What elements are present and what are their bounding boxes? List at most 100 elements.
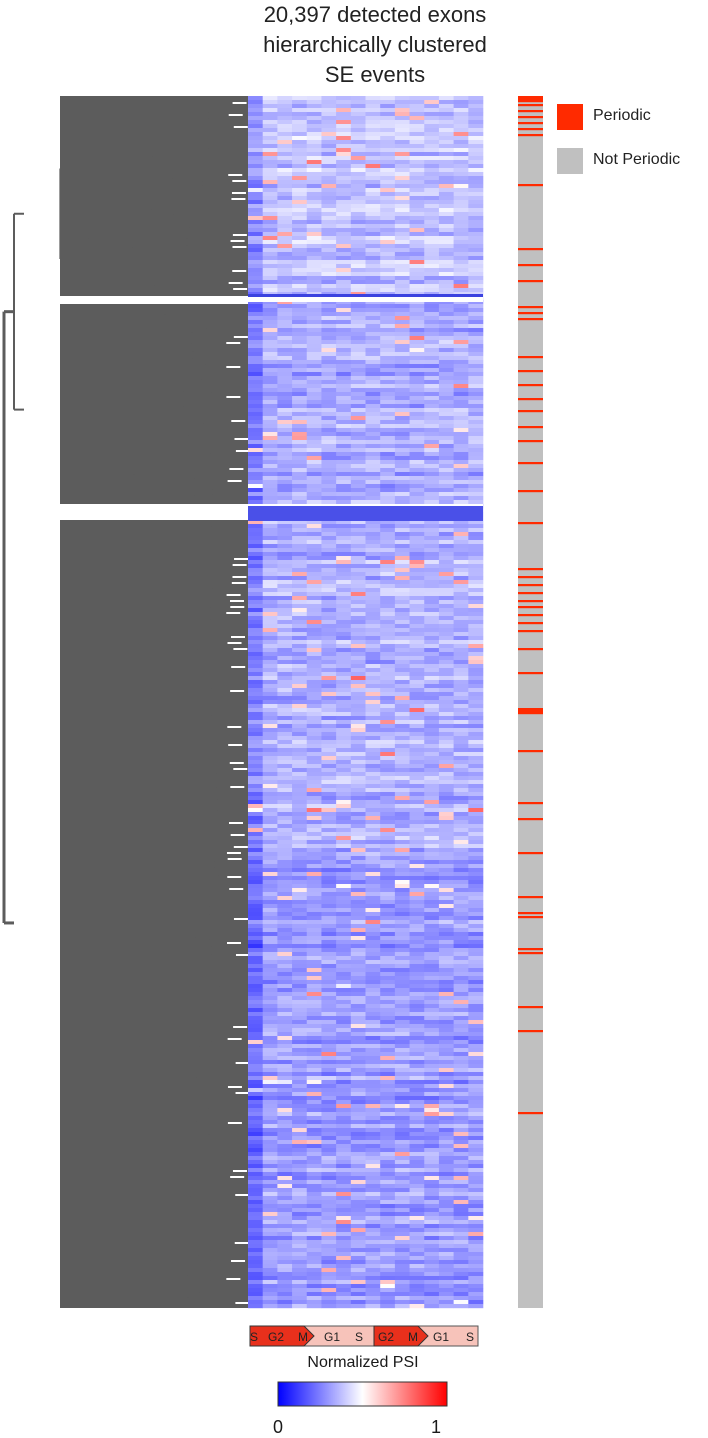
heatmap-cell — [409, 1044, 425, 1049]
heatmap-cell — [350, 524, 366, 529]
heatmap-cell — [468, 216, 484, 221]
heatmap-cell — [306, 588, 322, 593]
heatmap-cell — [248, 1144, 263, 1149]
heatmap-cell — [292, 1116, 308, 1121]
heatmap-cell — [424, 156, 440, 161]
heatmap-cell — [336, 728, 352, 733]
heatmap-cell — [277, 1000, 293, 1005]
heatmap-cell — [453, 736, 469, 741]
heatmap-cell — [438, 312, 454, 317]
heatmap-cell — [336, 220, 352, 225]
heatmap-cell — [394, 904, 410, 909]
heatmap-cell — [262, 784, 278, 789]
heatmap-cell — [336, 372, 352, 377]
heatmap-cell — [321, 464, 337, 469]
heatmap-cell — [468, 560, 484, 565]
heatmap-cell — [394, 808, 410, 813]
heatmap-cell — [438, 484, 454, 489]
heatmap-cell — [262, 324, 278, 329]
heatmap-cell — [380, 204, 396, 209]
heatmap-cell — [409, 100, 425, 105]
heatmap-cell — [306, 1092, 322, 1097]
heatmap-cell — [409, 652, 425, 657]
heatmap-cell — [350, 768, 366, 773]
heatmap-cell — [262, 328, 278, 333]
heatmap-cell — [321, 204, 337, 209]
heatmap-cell — [262, 104, 278, 109]
heatmap-cell — [248, 1220, 263, 1225]
heatmap-cell — [292, 912, 308, 917]
heatmap-cell — [350, 300, 366, 305]
heatmap-cell — [438, 140, 454, 145]
heatmap-cell — [453, 824, 469, 829]
heatmap-cell — [248, 640, 263, 645]
heatmap-cell — [380, 964, 396, 969]
heatmap-cell — [248, 656, 263, 661]
heatmap-cell — [394, 316, 410, 321]
heatmap-cell — [453, 556, 469, 561]
heatmap-cell — [453, 220, 469, 225]
heatmap-cell — [468, 1000, 484, 1005]
heatmap-cell — [292, 224, 308, 229]
heatmap-cell — [380, 824, 396, 829]
heatmap-cell — [438, 1060, 454, 1065]
heatmap-cell — [277, 840, 293, 845]
heatmap-cell — [453, 172, 469, 177]
heatmap-cell — [453, 920, 469, 925]
heatmap-cell — [277, 212, 293, 217]
heatmap-cell — [262, 1184, 278, 1189]
heatmap-cell — [365, 976, 381, 981]
heatmap-cell — [424, 300, 440, 305]
heatmap-cell — [336, 1120, 352, 1125]
heatmap-cell — [306, 756, 322, 761]
heatmap-cell — [262, 548, 278, 553]
heatmap-cell — [277, 128, 293, 133]
dendrogram-leaf-gap — [232, 102, 247, 104]
heatmap-cell — [409, 596, 425, 601]
heatmap-cell — [292, 192, 308, 197]
heatmap-cell — [365, 108, 381, 113]
heatmap-cell — [277, 620, 293, 625]
heatmap-cell — [468, 760, 484, 765]
heatmap-cell — [350, 1164, 366, 1169]
heatmap-cell — [424, 940, 440, 945]
heatmap-cell — [438, 168, 454, 173]
heatmap-cell — [306, 836, 322, 841]
heatmap-cell — [336, 244, 352, 249]
heatmap-cell — [306, 336, 322, 341]
heatmap-cell — [336, 624, 352, 629]
heatmap-cell — [394, 1060, 410, 1065]
heatmap-cell — [248, 812, 263, 817]
heatmap-cell — [424, 912, 440, 917]
heatmap-cell — [409, 252, 425, 257]
heatmap-cell — [394, 192, 410, 197]
heatmap-cell — [468, 424, 484, 429]
heatmap-cell — [453, 520, 469, 525]
heatmap-cell — [292, 264, 308, 269]
heatmap-cell — [350, 1112, 366, 1117]
heatmap-cell — [277, 304, 293, 309]
heatmap-cell — [306, 528, 322, 533]
heatmap-cell — [277, 1100, 293, 1105]
heatmap-cell — [468, 800, 484, 805]
heatmap-cell — [409, 668, 425, 673]
heatmap-cell — [262, 564, 278, 569]
heatmap-cell — [380, 564, 396, 569]
heatmap-cell — [438, 1016, 454, 1021]
heatmap-cell — [453, 324, 469, 329]
heatmap-cell — [262, 172, 278, 177]
heatmap-cell — [438, 1096, 454, 1101]
heatmap-cell — [306, 988, 322, 993]
heatmap-cell — [292, 112, 308, 117]
heatmap-cell — [409, 1168, 425, 1173]
heatmap-cell — [453, 536, 469, 541]
heatmap-cell — [365, 1068, 381, 1073]
heatmap-cell — [277, 756, 293, 761]
heatmap-cell — [350, 984, 366, 989]
heatmap-cell — [292, 672, 308, 677]
heatmap-cell — [292, 876, 308, 881]
heatmap-cell — [424, 96, 440, 101]
heatmap-cell — [409, 484, 425, 489]
heatmap-cell — [453, 916, 469, 921]
heatmap-cell — [380, 536, 396, 541]
